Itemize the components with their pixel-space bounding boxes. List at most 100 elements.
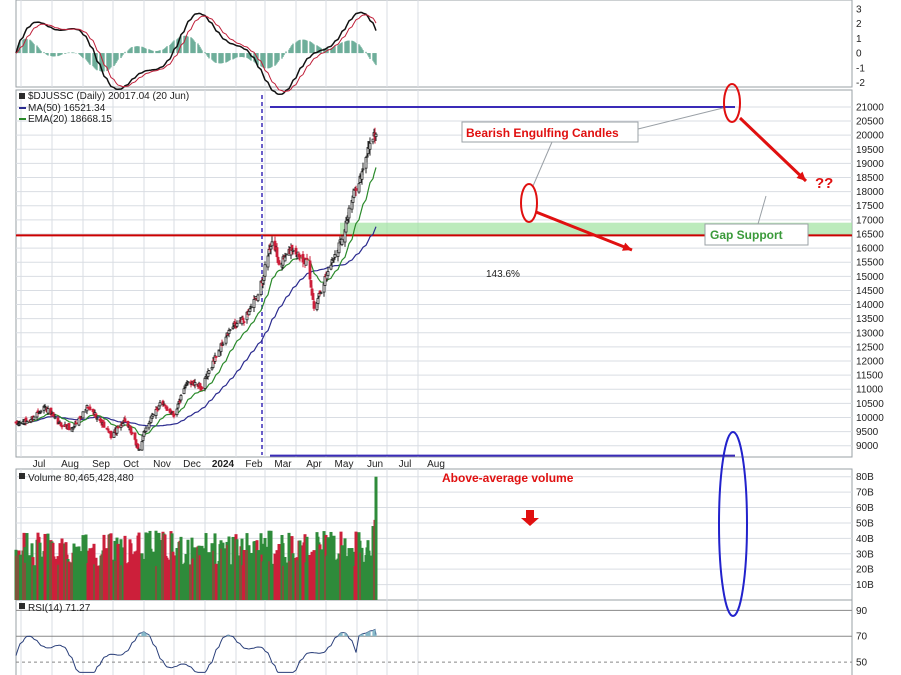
histogram-bar [285,51,287,54]
histogram-bar [138,46,140,54]
candle-body [214,356,218,358]
histogram-bar [264,53,266,69]
histogram-bar [369,53,371,60]
histogram-bar [169,45,171,54]
projected-decline-arrow-head [796,171,806,181]
candle-body [326,271,330,277]
histogram-bar [190,37,192,54]
candle-body [360,171,364,180]
candle-body [248,308,252,312]
volume-bar [123,535,127,600]
histogram-bar [121,53,123,57]
histogram-bar [212,53,214,61]
bearish-callout-leader-1 [532,141,553,187]
price-y-tick-label: 15500 [856,258,884,269]
volume-bar [200,545,204,600]
price-y-tick-label: 10500 [856,399,884,410]
candle-body [32,416,36,420]
histogram-bar [142,47,144,54]
candle-body [151,414,155,417]
histogram-bar [213,53,215,62]
candle-body [266,255,270,268]
histogram-bar [107,53,109,71]
histogram-bar [337,45,339,54]
candle-body [121,423,125,427]
price-y-tick-label: 11500 [856,371,884,382]
histogram-bar [22,39,24,54]
histogram-bar [183,35,185,54]
histogram-bar [365,51,367,54]
june-candle-circle [723,83,741,123]
histogram-bar [256,53,258,65]
histogram-bar [26,39,28,54]
price-y-tick-label: 10000 [856,413,884,424]
volume-bar [172,555,176,600]
legend-rsi-swatch [19,603,25,609]
volume-legend: Volume 80,465,428,480 [19,473,134,484]
candle-body [163,404,167,407]
volume-y-tick-label: 30B [856,549,874,560]
legend-rsi: RSI(14) 71.27 [28,603,91,614]
histogram-bar [82,53,84,59]
histogram-bar [348,40,350,54]
histogram-bar [305,40,307,54]
histogram-bar [198,45,200,54]
histogram-bar [267,53,269,69]
candle-body [298,254,302,258]
oscillator-panel [15,0,853,88]
candle-body [308,260,312,280]
histogram-bar [43,52,45,54]
histogram-bar [283,53,285,56]
histogram-bar [292,43,294,54]
price-y-tick-label: 13000 [856,328,884,339]
rsi-y-tick-label: 70 [856,632,868,643]
volume-bar [228,564,232,600]
histogram-bar [94,53,96,69]
candle-body [172,413,176,417]
volume-bar [221,542,225,600]
legend-volume: Volume 80,465,428,480 [28,473,134,484]
price-y-tick-label: 13500 [856,314,884,325]
candle-body [136,444,140,449]
histogram-bar [260,53,262,67]
histogram-bar [88,53,90,64]
histogram-bar [113,53,115,67]
x-tick-label: Jun [367,459,383,470]
price-y-tick-label: 9500 [856,427,879,438]
candle-body [95,417,99,420]
volume-bar [270,563,274,600]
histogram-bar [179,36,181,54]
histogram-bar [311,42,313,54]
histogram-bar [296,41,298,54]
candle-body [182,388,186,395]
candle-body [116,426,120,429]
histogram-bar [282,53,284,57]
volume-layer [14,476,378,600]
x-tick-label: May [335,459,354,470]
histogram-bar [131,47,133,54]
histogram-bar [150,50,152,54]
histogram-bar [192,39,194,54]
histogram-bar [156,50,158,54]
projected-decline-arrow [738,116,808,183]
volume-bar [333,559,337,600]
price-y-tick-label: 20500 [856,117,884,128]
volume-bar [298,540,302,600]
candle-body [158,402,162,407]
histogram-bar [375,53,377,66]
histogram-bar [288,49,290,54]
histogram-bar [144,48,146,54]
candle-body [294,247,298,255]
histogram-bar [232,53,234,60]
histogram-bar [270,53,272,68]
candle-body [228,328,232,331]
candle-body [71,427,75,430]
histogram-bar [145,48,147,54]
price-y-tick-label: 20000 [856,131,884,142]
x-tick-label: Jul [33,459,46,470]
osc-y-tick-label: 3 [856,4,862,15]
volume-bar [242,549,246,600]
histogram-bar [242,53,244,58]
candle-body [291,249,295,252]
